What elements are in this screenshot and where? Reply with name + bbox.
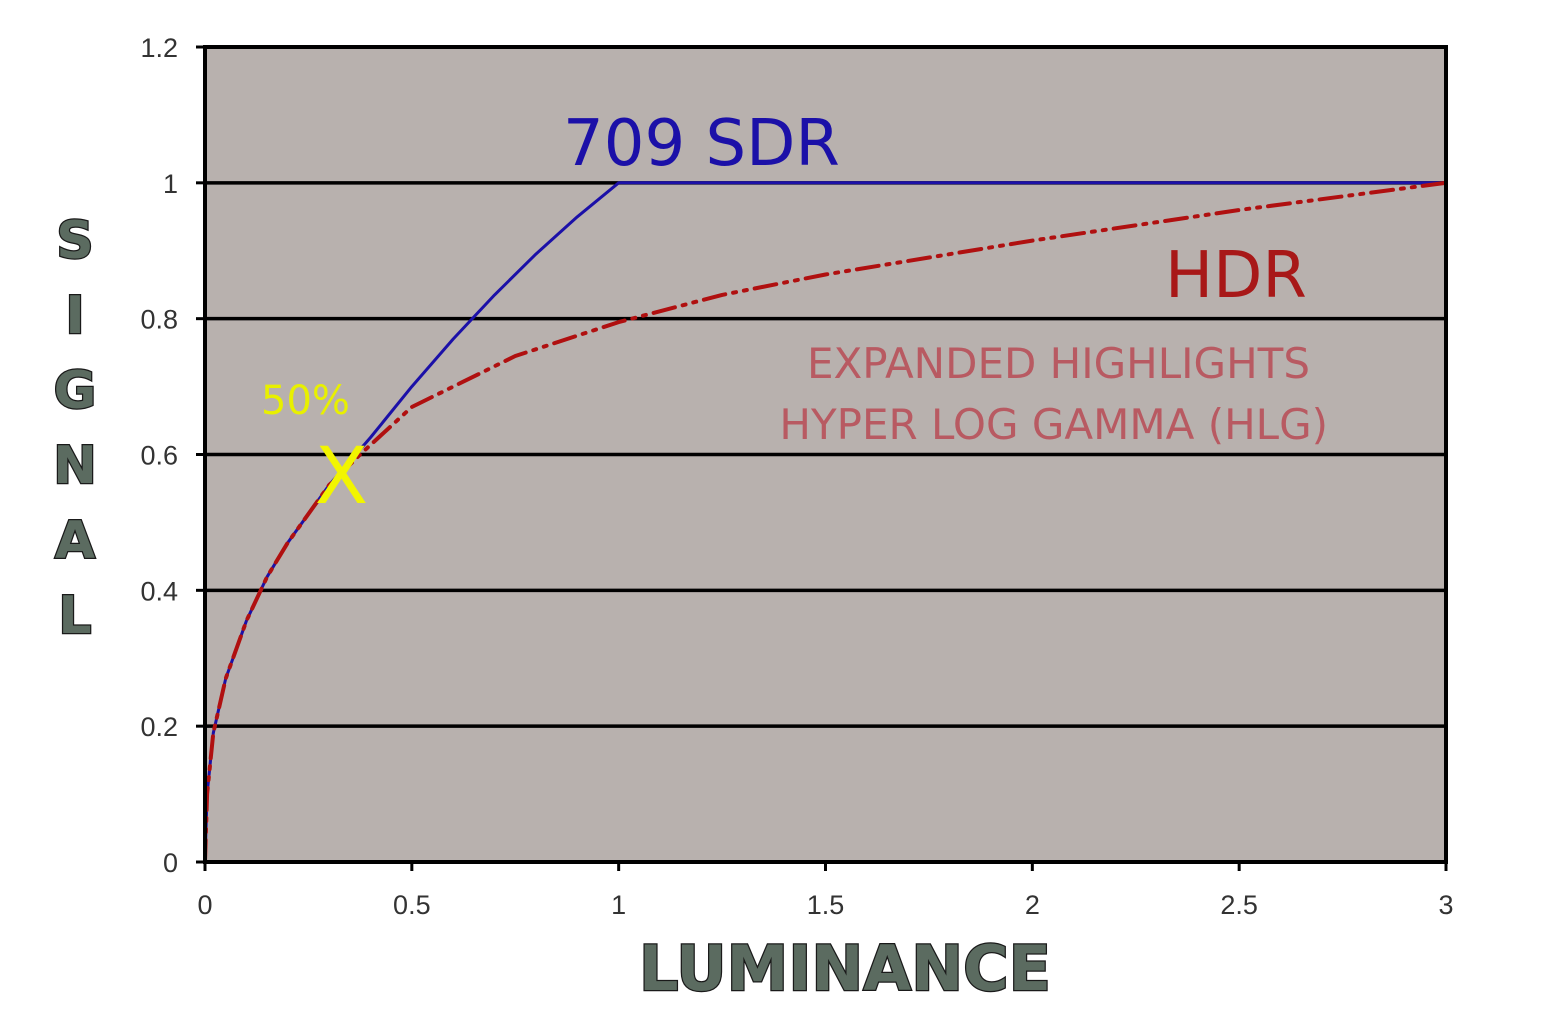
y-axis-title-letter-4: A xyxy=(55,511,95,571)
y-tick-label-2: 0.4 xyxy=(140,576,178,606)
annotation-x-marker: X xyxy=(315,432,368,522)
y-axis-title-letter-5: L xyxy=(58,586,91,646)
y-tick-label-3: 0.6 xyxy=(140,441,178,471)
annotation-fifty-percent: 50% xyxy=(261,378,350,424)
y-tick-label-4: 0.8 xyxy=(140,305,178,335)
x-tick-label-1: 0.5 xyxy=(393,890,431,920)
y-tick-label-5: 1 xyxy=(163,169,178,199)
x-tick-label-2: 1 xyxy=(611,890,626,920)
x-axis-title: LUMINANCE xyxy=(639,932,1051,1005)
x-tick-label-4: 2 xyxy=(1025,890,1040,920)
y-tick-label-1: 0.2 xyxy=(140,712,178,742)
series-line-hdr xyxy=(203,180,1448,864)
y-tick-label-6: 1.2 xyxy=(140,33,178,63)
x-tick-label-6: 3 xyxy=(1438,890,1453,920)
y-axis-title-letter-2: G xyxy=(54,361,97,421)
annotation-sdr: 709 SDR xyxy=(563,107,840,181)
annotation-hdr: HDR xyxy=(1165,239,1307,313)
y-axis-title-letter-3: N xyxy=(53,436,97,496)
x-tick-label-3: 1.5 xyxy=(807,890,845,920)
annotation-expanded-highlights: EXPANDED HIGHLIGHTS xyxy=(807,339,1310,388)
x-tick-label-0: 0 xyxy=(197,890,212,920)
x-tick-label-5: 2.5 xyxy=(1220,890,1258,920)
y-axis-title-letter-1: I xyxy=(65,286,84,346)
y-tick-label-0: 0 xyxy=(163,848,178,878)
annotation-hlg: HYPER LOG GAMMA (HLG) xyxy=(779,400,1328,449)
y-axis-title-letter-0: S xyxy=(56,211,93,271)
